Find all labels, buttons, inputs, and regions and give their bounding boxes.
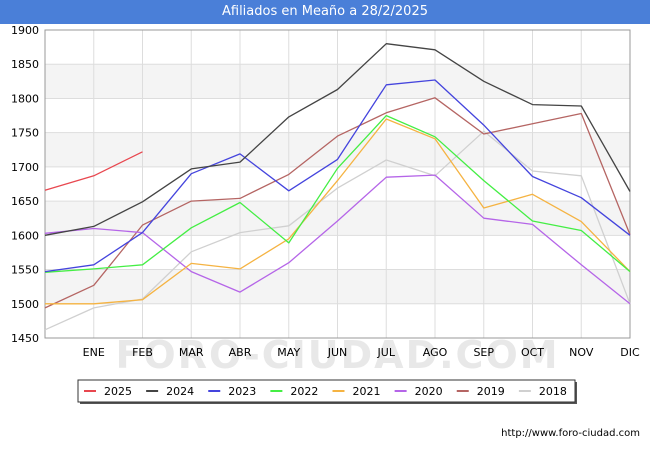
legend-label-2024: 2024 bbox=[166, 385, 194, 398]
footer-url[interactable]: http://www.foro-ciudad.com bbox=[501, 428, 640, 439]
x-tick-label: ABR bbox=[229, 346, 252, 359]
chart-title: Afiliados en Meaño a 28/2/2025 bbox=[0, 0, 650, 24]
x-tick-label: DIC bbox=[620, 346, 640, 359]
series-line-2019 bbox=[44, 97, 631, 309]
x-tick-label: OCT bbox=[521, 346, 544, 359]
x-tick-label: JUN bbox=[327, 346, 348, 359]
series-line-2023 bbox=[44, 79, 631, 273]
legend-label-2018: 2018 bbox=[539, 385, 567, 398]
legend-label-2022: 2022 bbox=[290, 385, 318, 398]
x-tick-label: ENE bbox=[83, 346, 105, 359]
y-tick-label: 1800 bbox=[11, 92, 39, 105]
y-tick-label: 1550 bbox=[11, 264, 39, 277]
x-tick-label: NOV bbox=[569, 346, 594, 359]
legend bbox=[77, 379, 576, 403]
legend-label-2019: 2019 bbox=[477, 385, 505, 398]
x-tick-label: AGO bbox=[423, 346, 448, 359]
series-line-2024 bbox=[44, 43, 631, 236]
y-tick-label: 1650 bbox=[11, 195, 39, 208]
y-tick-label: 1850 bbox=[11, 58, 39, 71]
legend-label-2023: 2023 bbox=[228, 385, 256, 398]
y-tick-label: 1750 bbox=[11, 127, 39, 140]
series-line-2025 bbox=[44, 151, 143, 191]
x-tick-label: MAY bbox=[277, 346, 300, 359]
legend-label-2025: 2025 bbox=[104, 385, 132, 398]
legend-label-2020: 2020 bbox=[415, 385, 443, 398]
watermark: FORO-CIUDAD.COM bbox=[115, 333, 559, 377]
x-tick-label: SEP bbox=[473, 346, 494, 359]
y-tick-label: 1900 bbox=[11, 24, 39, 37]
x-tick-label: FEB bbox=[132, 346, 153, 359]
x-tick-label: MAR bbox=[179, 346, 204, 359]
x-tick-label: JUL bbox=[377, 346, 396, 359]
y-tick-label: 1500 bbox=[11, 298, 39, 311]
legend-label-2021: 2021 bbox=[353, 385, 381, 398]
series-line-2021 bbox=[45, 118, 631, 305]
y-tick-label: 1700 bbox=[11, 161, 39, 174]
y-tick-label: 1450 bbox=[11, 332, 39, 345]
series-line-2022 bbox=[44, 114, 631, 273]
plot-border bbox=[44, 29, 631, 339]
y-tick-label: 1600 bbox=[11, 229, 39, 242]
